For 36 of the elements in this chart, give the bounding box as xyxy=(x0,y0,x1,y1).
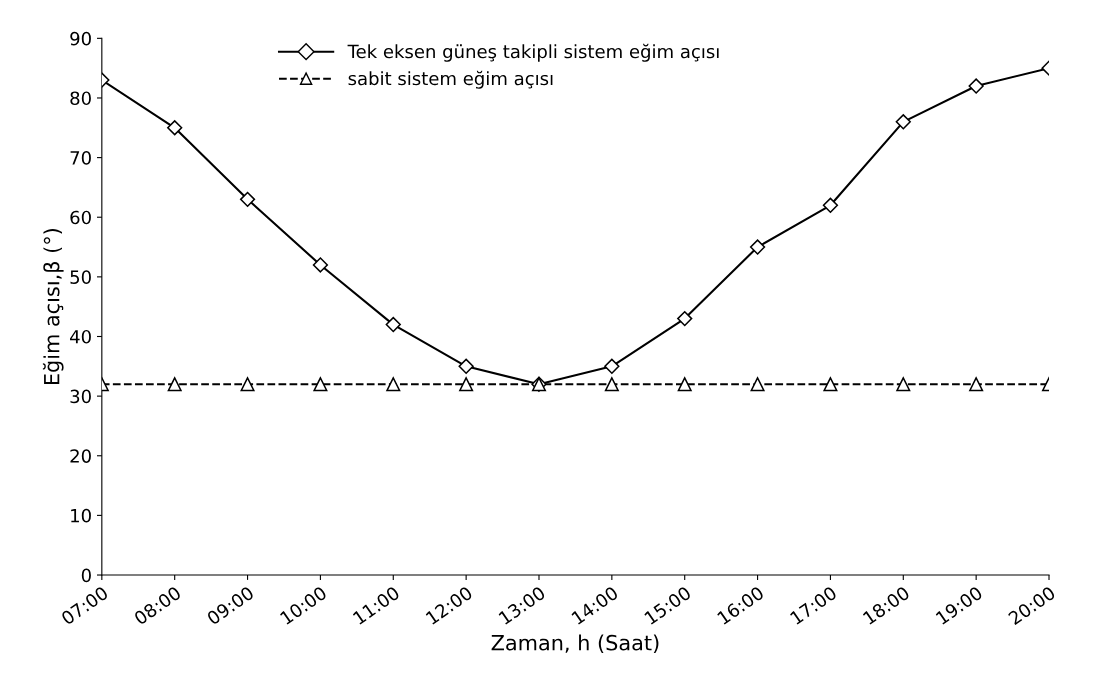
point xyxy=(459,377,474,392)
point xyxy=(240,377,255,392)
point xyxy=(385,316,401,333)
point xyxy=(386,377,401,392)
point xyxy=(312,257,329,273)
y-tick-label: 10 xyxy=(71,508,91,523)
y-tick-label: 40 xyxy=(70,329,91,344)
point xyxy=(677,310,693,327)
point xyxy=(167,377,182,392)
y-tick-label: 30 xyxy=(70,389,91,404)
point xyxy=(750,377,765,392)
point xyxy=(969,377,984,392)
point xyxy=(677,377,692,392)
y-axis-title: Eğim açısı,β (°) xyxy=(42,228,64,385)
point xyxy=(896,377,911,392)
point xyxy=(822,197,839,213)
point xyxy=(239,191,256,207)
point xyxy=(167,120,183,136)
y-tick-label: 70 xyxy=(70,151,91,165)
point xyxy=(458,358,474,374)
y-tick-label: 20 xyxy=(70,449,91,463)
x-axis-title: Zaman, h (Saat) xyxy=(491,634,659,654)
point xyxy=(823,377,838,392)
y-tick-label: 50 xyxy=(70,270,91,284)
point xyxy=(968,78,984,94)
point xyxy=(895,114,911,130)
point xyxy=(604,377,619,392)
y-tick-label: 90 xyxy=(70,31,91,46)
point xyxy=(749,239,766,255)
y-tick-label: 0 xyxy=(81,568,91,583)
point xyxy=(604,358,620,374)
y-tick-label: 60 xyxy=(70,210,91,225)
y-tick-label: 80 xyxy=(70,91,91,106)
point xyxy=(313,377,328,392)
legend-label: sabit sistem eğim açısı xyxy=(348,70,553,89)
legend-label: Tek eksen güneş takipli sistem eğim açısı xyxy=(347,43,719,62)
